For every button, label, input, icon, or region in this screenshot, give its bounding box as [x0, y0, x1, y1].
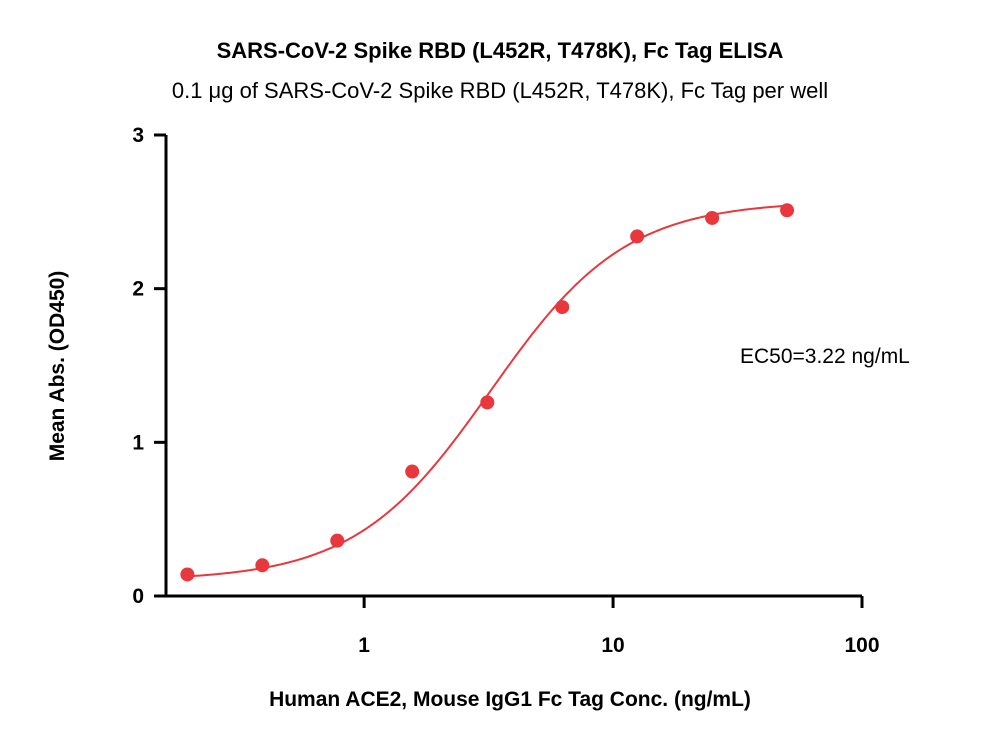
data-point [555, 300, 570, 315]
chart-title: SARS-CoV-2 Spike RBD (L452R, T478K), Fc … [216, 38, 784, 63]
y-tick-label: 1 [132, 431, 144, 454]
fit-curve-line [187, 204, 788, 578]
data-point [705, 210, 720, 225]
data-point [780, 203, 795, 218]
y-tick-label: 2 [132, 278, 144, 301]
ec50-annotation: EC50=3.22 ng/mL [740, 345, 910, 368]
x-tick-label: 100 [844, 634, 879, 657]
data-point [405, 464, 420, 479]
x-axis-label: Human ACE2, Mouse IgG1 Fc Tag Conc. (ng/… [269, 688, 751, 711]
data-point [180, 567, 195, 582]
x-tick-label: 10 [601, 634, 624, 657]
data-point [630, 229, 645, 244]
y-tick-label: 0 [132, 585, 144, 608]
data-point [480, 395, 495, 410]
data-point [330, 533, 345, 548]
y-axis-label: Mean Abs. (OD450) [46, 270, 69, 462]
chart-subtitle: 0.1 μg of SARS-CoV-2 Spike RBD (L452R, T… [171, 78, 829, 103]
data-point [255, 558, 270, 573]
y-tick-label: 3 [132, 124, 144, 147]
x-tick-label: 1 [358, 634, 370, 657]
